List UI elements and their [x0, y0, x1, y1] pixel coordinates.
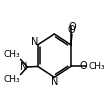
Text: N: N: [20, 62, 27, 72]
Text: CH₃: CH₃: [4, 50, 20, 59]
Text: O: O: [68, 22, 76, 32]
Text: CH₃: CH₃: [4, 75, 20, 84]
Text: N: N: [30, 37, 38, 47]
Text: CH₃: CH₃: [88, 62, 105, 71]
Text: O: O: [67, 25, 75, 35]
Text: O: O: [79, 61, 87, 71]
Text: N: N: [51, 77, 58, 87]
